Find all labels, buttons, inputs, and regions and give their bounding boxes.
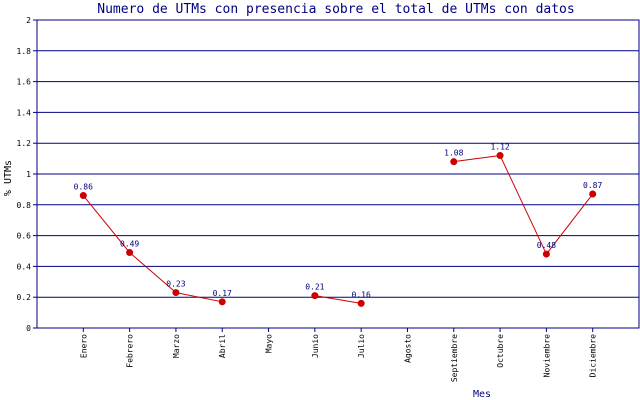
y-tick-label: 0 xyxy=(26,324,31,333)
x-tick-label: Octubre xyxy=(496,334,505,368)
y-tick-label: 1 xyxy=(26,170,31,179)
data-point xyxy=(218,298,226,306)
data-label: 0.21 xyxy=(305,283,324,292)
data-point xyxy=(126,249,134,257)
data-label: 0.17 xyxy=(213,289,232,298)
data-label: 1.08 xyxy=(444,149,463,158)
y-tick-label: 1.8 xyxy=(17,47,32,56)
data-point xyxy=(542,250,550,258)
data-point xyxy=(589,190,597,198)
x-tick-label: Enero xyxy=(79,334,88,358)
data-point xyxy=(450,158,458,166)
data-label: 0.86 xyxy=(74,183,93,192)
series-segment xyxy=(314,295,362,304)
y-tick-label: 0.6 xyxy=(17,232,32,241)
x-tick-label: Septiembre xyxy=(450,334,459,382)
x-tick-label: Abril xyxy=(218,334,227,358)
y-axis-label: % UTMs xyxy=(3,160,14,196)
data-label: 0.49 xyxy=(120,240,139,249)
series-segment xyxy=(82,195,131,253)
y-tick-label: 2 xyxy=(26,16,31,25)
data-point xyxy=(311,292,319,300)
x-tick-label: Julio xyxy=(357,334,366,358)
x-tick-label: Diciembre xyxy=(589,334,598,378)
y-tick-label: 1.4 xyxy=(17,108,32,117)
x-tick-label: Mayo xyxy=(265,334,274,353)
y-tick-labels: 0 0.2 0.4 0.6 0.8 1 1.2 1.4 1.6 1.8 2 xyxy=(17,16,37,333)
data-point xyxy=(357,299,365,307)
x-tick-label: Marzo xyxy=(172,334,181,358)
data-point xyxy=(496,152,504,160)
data-label: 1.12 xyxy=(490,143,509,152)
series-segment xyxy=(453,155,501,163)
series-segment xyxy=(499,155,547,255)
series-segment xyxy=(175,292,223,303)
series-segment xyxy=(129,252,177,293)
x-tick-label: Agosto xyxy=(403,334,412,363)
x-tick-label: Junio xyxy=(311,334,320,358)
x-tick-label: Noviembre xyxy=(542,334,551,378)
data-point xyxy=(79,192,87,200)
chart-title: Numero de UTMs con presencia sobre el to… xyxy=(97,2,574,17)
data-label: 0.87 xyxy=(583,181,602,190)
y-tick-label: 1.6 xyxy=(17,78,32,87)
data-point xyxy=(172,289,180,297)
y-tick-label: 0.8 xyxy=(17,201,32,210)
x-axis-label: Mes xyxy=(473,389,491,400)
y-tick-label: 0.4 xyxy=(17,262,32,271)
y-tick-label: 0.2 xyxy=(17,293,32,302)
series-segment xyxy=(545,193,594,255)
data-points xyxy=(79,152,597,307)
data-label: 0.23 xyxy=(166,280,185,289)
data-label: 0.16 xyxy=(352,290,371,299)
series-line xyxy=(82,155,594,304)
x-tick-labels: Enero Febrero Marzo Abril Mayo Junio Julio Agos… xyxy=(79,328,598,382)
data-label: 0.48 xyxy=(537,241,556,250)
grid-lines xyxy=(36,19,640,329)
y-tick-label: 1.2 xyxy=(17,139,32,148)
x-tick-label: Febrero xyxy=(126,334,135,368)
data-labels: 0.86 0.49 0.23 0.17 0.21 0.16 1.08 1.12 0.48 0.87 xyxy=(74,143,603,300)
